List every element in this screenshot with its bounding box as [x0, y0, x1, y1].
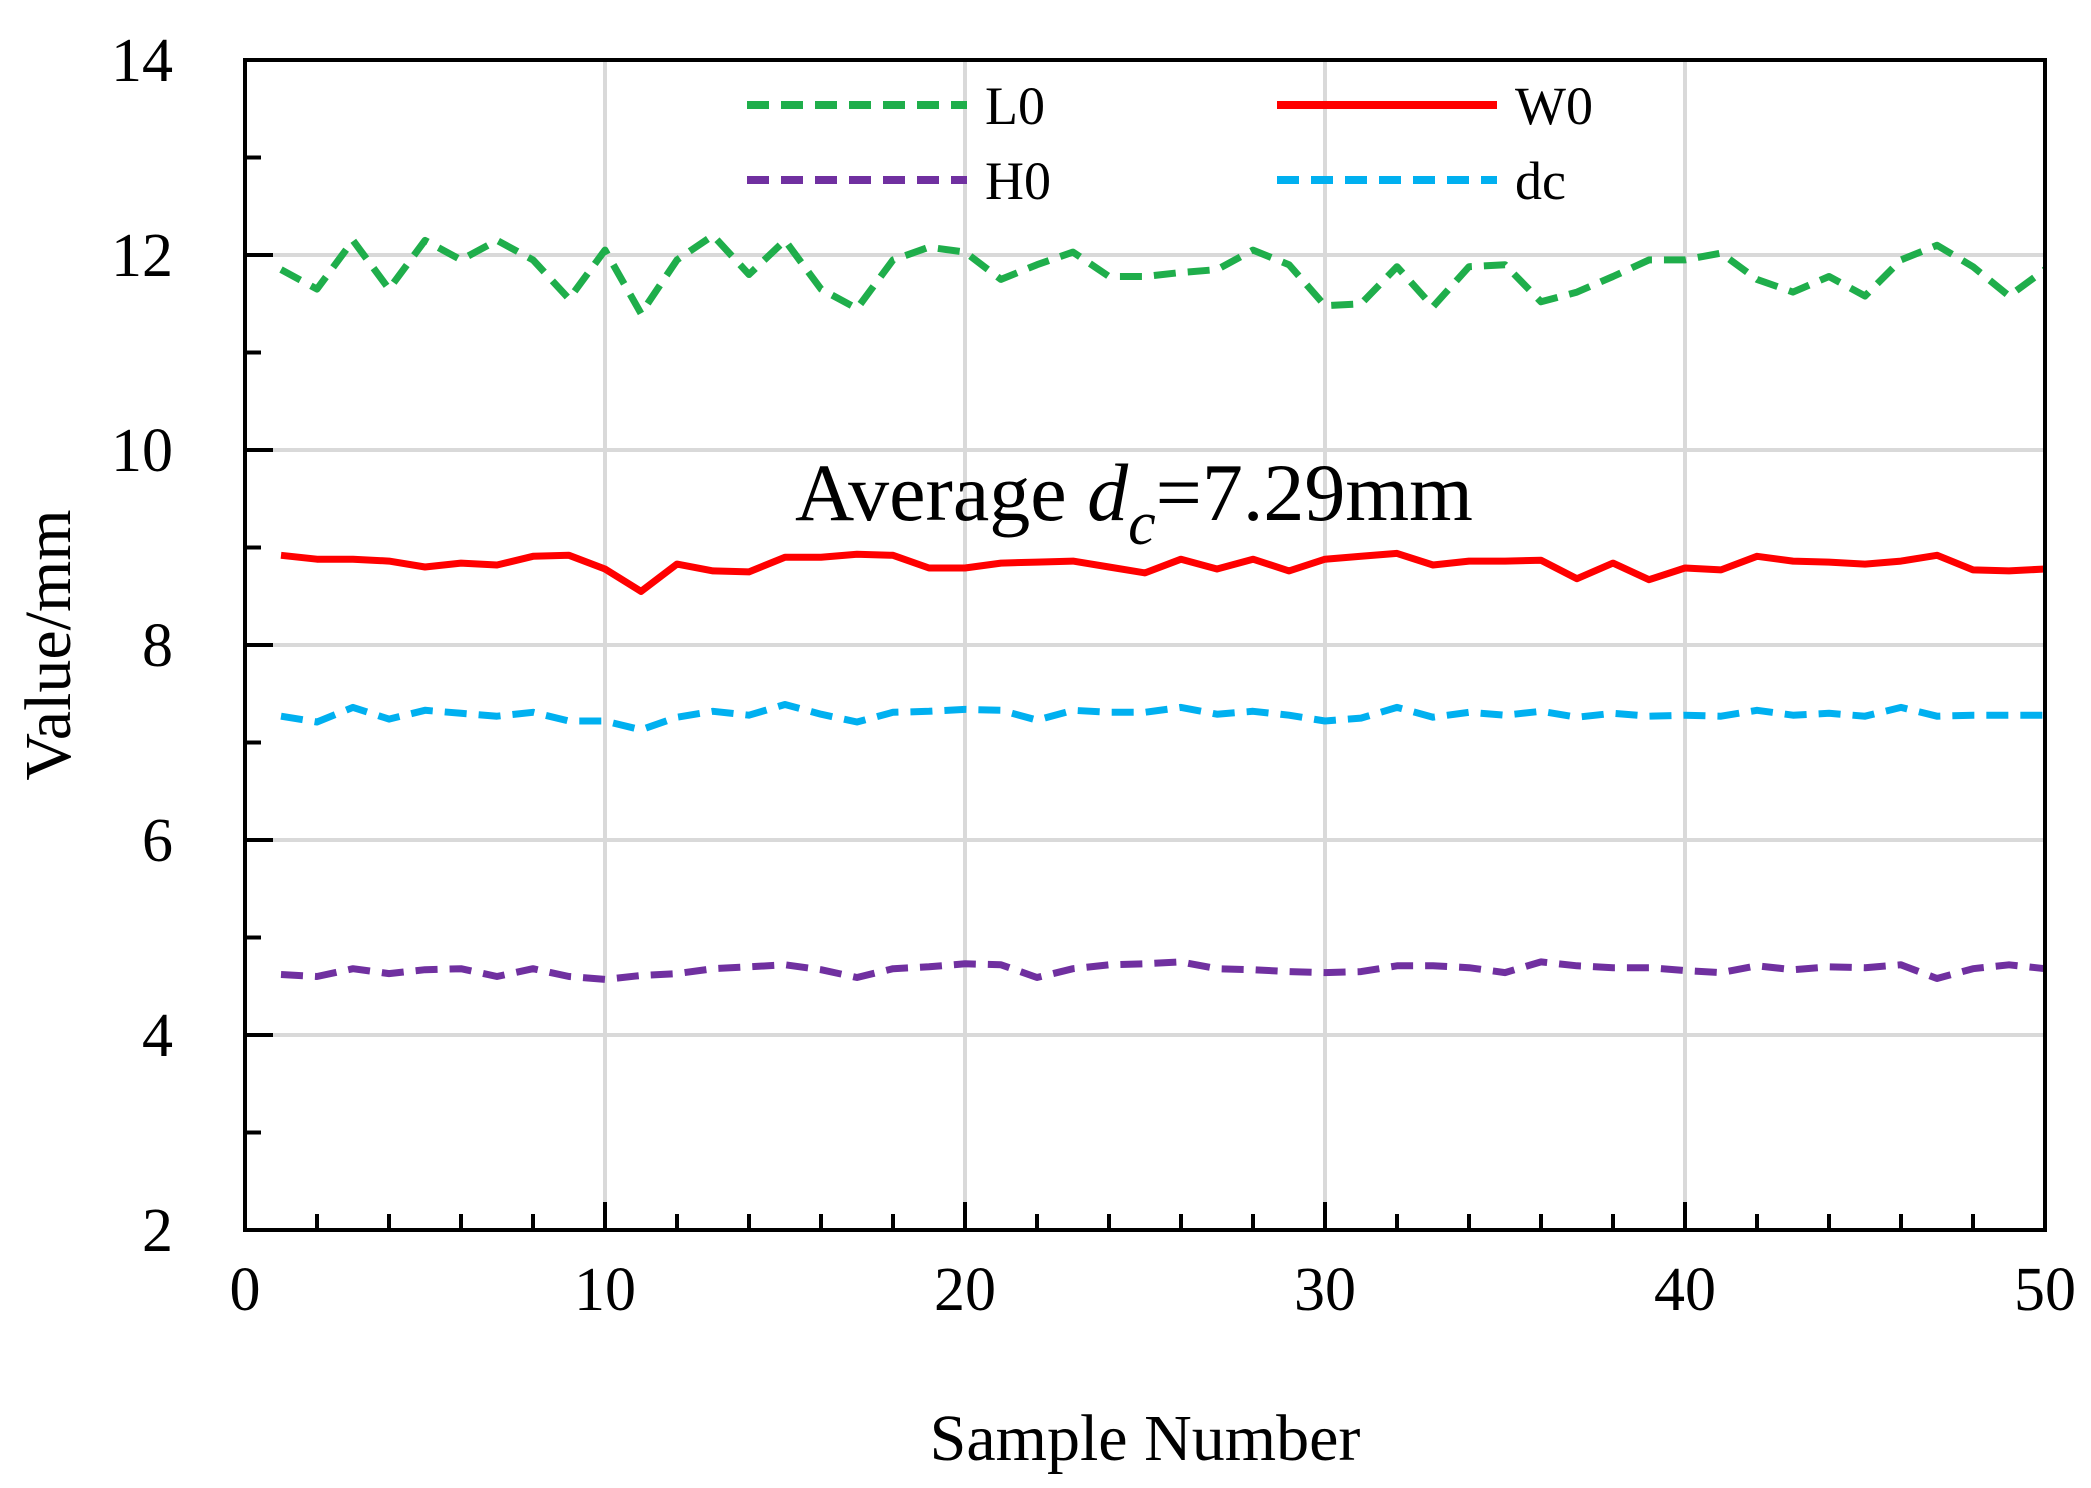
y-tick-label-14: 14	[111, 27, 173, 95]
y-tick-label-10: 10	[111, 417, 173, 485]
legend-label-L0: L0	[985, 76, 1045, 136]
annotation-symbol: d	[1087, 447, 1129, 538]
x-tick-label-0: 0	[230, 1256, 261, 1324]
y-tick-label-2: 2	[142, 1197, 173, 1265]
x-axis-title: Sample Number	[930, 1402, 1361, 1475]
y-tick-label-4: 4	[142, 1002, 173, 1070]
average-annotation: Average dc=7.29mm	[795, 447, 1473, 558]
x-tick-label-10: 10	[574, 1256, 636, 1324]
legend-label-W0: W0	[1515, 76, 1593, 136]
y-tick-label-12: 12	[111, 222, 173, 290]
series-line-dc	[280, 701, 2045, 734]
annotation-subscript: c	[1128, 490, 1156, 558]
series-line-W0	[280, 549, 2046, 595]
x-tick-label-40: 40	[1654, 1256, 1716, 1324]
series-line-H0	[280, 958, 2046, 983]
y-axis-title: Value/mm	[12, 509, 85, 780]
y-tick-label-8: 8	[142, 612, 173, 680]
x-tick-label-30: 30	[1294, 1256, 1356, 1324]
annotation-suffix: =7.29mm	[1156, 447, 1473, 538]
legend: L0 W0 H0 dc	[747, 76, 1593, 211]
x-tick-label-50: 50	[2014, 1256, 2076, 1324]
axis-ticks	[245, 155, 1975, 1230]
grid	[245, 60, 2045, 1230]
x-tick-label-20: 20	[934, 1256, 996, 1324]
series-line-L0	[279, 232, 2048, 317]
legend-label-H0: H0	[985, 151, 1051, 211]
series-layer	[279, 232, 2048, 983]
tick-labels: 0 10 20 30 40 50 2 4 6 8 10 12 14	[111, 27, 2076, 1324]
annotation-prefix: Average	[795, 447, 1087, 538]
legend-label-dc: dc	[1515, 151, 1566, 211]
y-tick-label-6: 6	[142, 807, 173, 875]
